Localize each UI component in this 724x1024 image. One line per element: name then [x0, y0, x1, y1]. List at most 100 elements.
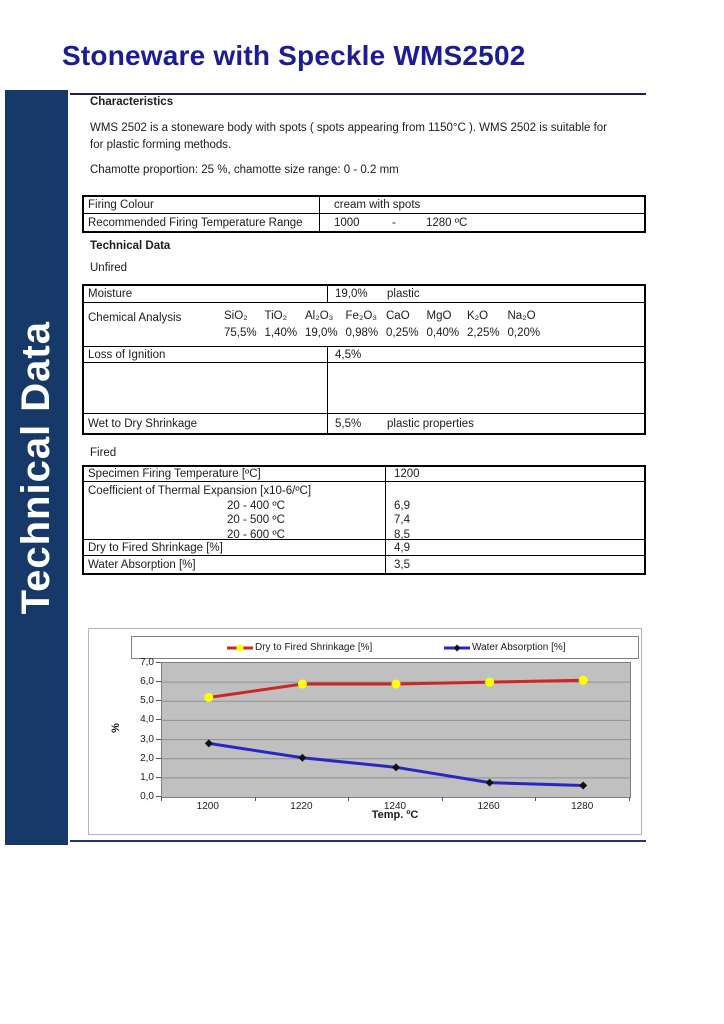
moisture-value-cell: 19,0% plastic	[328, 286, 420, 302]
specimen-temp-value: 1200	[394, 468, 420, 480]
oxide-value: 0,25%	[386, 327, 419, 339]
oxide-name: Na₂O	[507, 310, 536, 322]
empty-label-cell	[84, 363, 328, 413]
x-tick-label: 1200	[196, 801, 219, 812]
table-row: Moisture 19,0% plastic	[84, 286, 644, 303]
wet-to-dry-note: plastic properties	[387, 417, 474, 430]
y-tick-label: 1,0	[140, 771, 154, 783]
x-tick-mark	[441, 797, 443, 801]
loss-of-ignition-label: Loss of Ignition	[84, 347, 328, 362]
legend-label-shrinkage: Dry to Fired Shrinkage [%]	[255, 642, 373, 653]
y-tick-mark	[156, 738, 161, 740]
oxide-name: Al₂O₃	[305, 310, 334, 322]
y-tick-mark	[156, 776, 161, 778]
table-row: Wet to Dry Shrinkage 5,5% plastic proper…	[84, 414, 644, 433]
characteristics-line-2: for plastic forming methods.	[90, 139, 232, 151]
y-tick-label: 7,0	[140, 657, 154, 668]
dry-to-fired-label: Dry to Fired Shrinkage [%]	[84, 540, 386, 555]
cte-row: Coefficient of Thermal Expansion [x10-6/…	[84, 482, 644, 541]
legend-marker	[453, 644, 461, 651]
page-title: Stoneware with Speckle WMS2502	[62, 40, 526, 71]
moisture-value: 19,0%	[335, 288, 368, 300]
fired-table: Specimen Firing Temperature [ºC] 1200 Co…	[82, 465, 646, 575]
y-axis-title: %	[109, 723, 122, 733]
data-point-marker	[485, 677, 495, 687]
data-point-marker	[298, 753, 307, 762]
chemical-analysis-label: Chemical Analysis	[88, 312, 182, 324]
table-row: Recommended Firing Temperature Range 100…	[84, 214, 644, 231]
oxide-name: K₂O	[467, 310, 489, 322]
y-tick-mark	[156, 796, 161, 797]
oxide-value: 75,5%	[224, 327, 257, 339]
cte-label: Coefficient of Thermal Expansion [x10-6/…	[88, 485, 312, 497]
chart-legend: Dry to Fired Shrinkage [%] Water Absorpt…	[131, 636, 639, 659]
wet-to-dry-value-cell: 5,5% plastic properties	[328, 414, 474, 433]
oxide-name: CaO	[386, 310, 410, 322]
oxide-value: 0,40%	[426, 327, 460, 339]
cte-right-cell: 6,9 7,4 8,5	[386, 482, 410, 541]
oxide-value: 0,98%	[345, 327, 379, 339]
firing-range-dash: -	[392, 216, 396, 229]
x-tick-label: 1240	[383, 801, 407, 812]
data-point-marker	[485, 778, 494, 787]
legend-sample-shrinkage-icon	[227, 644, 253, 651]
table-row-empty	[84, 363, 644, 414]
x-axis-title: Temp. ºC	[371, 809, 419, 821]
chamotte-line: Chamotte proportion: 25 %, chamotte size…	[90, 164, 399, 176]
oxide-name: TiO₂	[264, 310, 288, 322]
oxide-name: MgO	[426, 310, 452, 322]
sidebar-label: Technical Data	[14, 320, 58, 615]
x-tick-label: 1260	[477, 801, 500, 812]
characteristics-heading: Characteristics	[90, 96, 174, 108]
y-tick-mark	[156, 662, 161, 663]
y-tick-mark	[156, 719, 161, 721]
cte-range: 20 - 400 ºC	[227, 500, 285, 512]
x-tick-mark	[161, 797, 162, 801]
cte-value: 8,5	[394, 528, 410, 541]
table-row: Water Absorption [%] 3,5	[84, 556, 644, 573]
y-tick-label: 0,0	[140, 791, 154, 802]
y-tick-label: 3,0	[140, 733, 154, 745]
data-point-marker	[579, 781, 588, 790]
unfired-table: Moisture 19,0% plastic Chemical Analysis…	[82, 284, 646, 435]
firing-range-value: 1000 - 1280 ºC	[320, 214, 467, 231]
y-tick-mark	[156, 757, 161, 759]
oxide-value: 2,25%	[467, 327, 500, 339]
x-tick-label: 1280	[571, 801, 594, 812]
data-point-marker	[391, 679, 401, 689]
oxide-value: 1,40%	[264, 327, 298, 339]
characteristics-paragraph: WMS 2502 is a stoneware body with spots …	[90, 120, 607, 154]
x-tick-mark	[535, 797, 537, 801]
cte-left-cell: Coefficient of Thermal Expansion [x10-6/…	[84, 482, 386, 541]
oxide-value: 19,0%	[305, 327, 338, 339]
title-divider	[70, 93, 646, 95]
plot-area	[161, 662, 631, 798]
x-tick-mark	[254, 797, 256, 801]
moisture-note: plastic	[387, 288, 420, 300]
table-row: Dry to Fired Shrinkage [%] 4,9	[84, 540, 644, 556]
cte-value: 7,4	[394, 514, 410, 527]
data-point-marker	[392, 763, 400, 772]
firing-range-label: Recommended Firing Temperature Range	[84, 214, 320, 231]
cte-value: 6,9	[394, 500, 410, 512]
chemical-analysis-row: Chemical Analysis SiO₂ TiO₂ Al₂O₃ Fe₂O₃ CaO M…	[84, 303, 644, 347]
empty-value-cell	[328, 363, 335, 413]
data-point-marker	[297, 679, 307, 689]
wet-to-dry-value: 5,5%	[335, 417, 362, 430]
specimen-temp-label: Specimen Firing Temperature [ºC]	[84, 467, 386, 481]
legend-item-absorption: Water Absorption [%]	[444, 637, 566, 658]
fired-heading: Fired	[90, 447, 117, 459]
firing-colour-table: Firing Colour cream with spots Recommend…	[82, 195, 646, 233]
water-absorption-value: 3,5	[394, 558, 410, 571]
legend-label-absorption: Water Absorption [%]	[472, 642, 566, 653]
cte-range: 20 - 600 ºC	[227, 528, 285, 541]
y-tick-label: 2,0	[140, 752, 154, 764]
x-tick-label: 1220	[290, 801, 313, 812]
y-tick-mark	[156, 681, 161, 683]
dry-to-fired-value: 4,9	[394, 541, 410, 554]
characteristics-line-1: WMS 2502 is a stoneware body with spots …	[90, 122, 608, 134]
cte-range: 20 - 500 ºC	[227, 514, 285, 527]
moisture-label: Moisture	[84, 286, 328, 302]
oxide-names-row: SiO₂ TiO₂ Al₂O₃ Fe₂O₃ CaO MgO K₂O Na₂O	[224, 310, 548, 322]
